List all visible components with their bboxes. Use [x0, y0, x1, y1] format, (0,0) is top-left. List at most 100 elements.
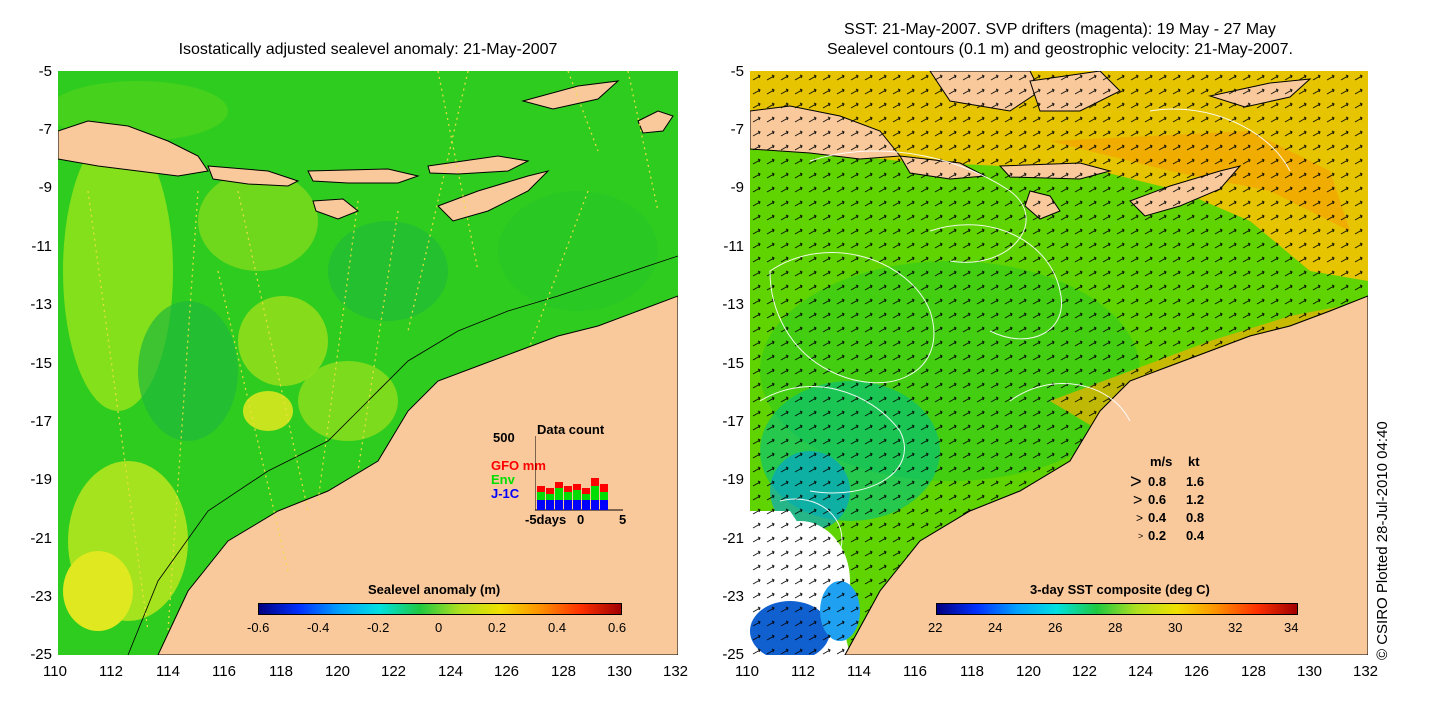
- y-tick-label: -25: [722, 646, 744, 663]
- x-tick-label: 132: [1353, 663, 1379, 680]
- plot-credit: © CSIRO Plotted 28-Jul-2010 04:40: [1374, 421, 1391, 660]
- x-tick-label: 128: [1241, 663, 1267, 680]
- x-tick-label: 122: [1072, 663, 1098, 680]
- right-map-title-line2: Sealevel contours (0.1 m) and geostrophi…: [826, 41, 1293, 58]
- x-tick-label: 124: [1128, 663, 1154, 680]
- colorbar-tick-label: 0: [435, 620, 443, 635]
- arrow-icon: >: [1133, 492, 1143, 509]
- legend-ms-value: 0.4: [1148, 510, 1167, 525]
- data-count-inset: Data count 500 GFO mm Env J-1C -5days 0 …: [485, 420, 645, 530]
- sealevel-colorbar: [258, 603, 622, 615]
- x-tick-label: 124: [438, 663, 464, 680]
- y-tick-label: -13: [30, 296, 52, 313]
- y-tick-label: -13: [722, 296, 744, 313]
- y-tick-label: -17: [30, 413, 52, 430]
- x-tick-label: 114: [156, 663, 180, 680]
- sst-colorbar-title: 3-day SST composite (deg C): [1030, 582, 1210, 597]
- sealevel-anomaly-map: [58, 71, 678, 655]
- x-tick-label: 130: [607, 663, 633, 680]
- colorbar-tick-label: 28: [1108, 620, 1123, 635]
- arrow-icon: >: [1136, 511, 1144, 525]
- inset-x-label: -5days: [525, 512, 567, 527]
- x-tick-label: 116: [903, 663, 927, 680]
- arrow-icon: >: [1130, 471, 1142, 493]
- y-tick-label: -17: [722, 413, 744, 430]
- y-tick-label: -25: [30, 646, 52, 663]
- sst-map: [750, 71, 1368, 655]
- right-x-axis: 110 112 114 116 118 120 122 124 126 128 …: [720, 664, 1420, 684]
- y-tick-label: -19: [30, 471, 52, 488]
- colorbar-tick-label: -0.2: [367, 620, 390, 635]
- right-map-title-line1: SST: 21-May-2007. SVP drifters (magenta)…: [844, 21, 1276, 38]
- legend-kt-value: 1.6: [1186, 474, 1205, 489]
- legend-kt-value: 1.2: [1186, 492, 1205, 507]
- y-tick-label: -5: [38, 63, 52, 80]
- x-tick-label: 110: [735, 663, 759, 680]
- y-tick-label: -21: [30, 530, 52, 547]
- y-tick-label: -7: [38, 121, 52, 138]
- x-tick-label: 122: [381, 663, 407, 680]
- legend-header-kt: kt: [1188, 454, 1200, 469]
- x-tick-label: 112: [99, 663, 123, 680]
- x-tick-label: 116: [212, 663, 236, 680]
- inset-bar-chart: [535, 436, 623, 511]
- y-tick-label: -7: [730, 121, 744, 138]
- left-y-axis: -5 -7 -9 -11 -13 -15 -17 -19 -21 -23 -25: [0, 0, 58, 720]
- colorbar-tick-label: 0.4: [548, 620, 567, 635]
- x-tick-label: 126: [1184, 663, 1210, 680]
- colorbar-tick-label: 0.2: [488, 620, 507, 635]
- x-tick-label: 132: [663, 663, 689, 680]
- x-tick-label: 110: [43, 663, 67, 680]
- y-tick-label: -15: [722, 355, 744, 372]
- sst-colorbar: [936, 603, 1298, 615]
- y-tick-label: -23: [30, 588, 52, 605]
- right-y-axis: -5 -7 -9 -11 -13 -15 -17 -19 -21 -23 -25: [690, 0, 750, 720]
- y-tick-label: -15: [30, 355, 52, 372]
- colorbar-tick-label: -0.6: [247, 620, 270, 635]
- y-tick-label: -5: [730, 63, 744, 80]
- x-tick-label: 128: [551, 663, 577, 680]
- inset-ymax-label: 500: [493, 430, 515, 445]
- colorbar-tick-label: 0.6: [608, 620, 627, 635]
- inset-series-label: Env: [491, 472, 515, 487]
- x-tick-label: 118: [960, 663, 984, 680]
- x-tick-label: 130: [1297, 663, 1323, 680]
- colorbar-tick-label: 30: [1168, 620, 1183, 635]
- left-x-axis: 110 112 114 116 118 120 122 124 126 128 …: [0, 664, 720, 684]
- y-tick-label: -19: [722, 471, 744, 488]
- x-tick-label: 118: [269, 663, 293, 680]
- legend-kt-value: 0.4: [1186, 528, 1205, 543]
- colorbar-tick-label: 32: [1228, 620, 1243, 635]
- inset-series-label: GFO mm: [491, 458, 546, 473]
- y-tick-label: -11: [31, 238, 52, 255]
- y-tick-label: -9: [730, 179, 744, 196]
- legend-ms-value: 0.8: [1148, 474, 1167, 489]
- legend-ms-value: 0.2: [1148, 528, 1167, 543]
- x-tick-label: 120: [325, 663, 351, 680]
- inset-x-label: 0: [577, 512, 585, 527]
- legend-kt-value: 0.8: [1186, 510, 1205, 525]
- colorbar-tick-label: 26: [1048, 620, 1063, 635]
- legend-header-ms: m/s: [1150, 454, 1173, 469]
- arrow-icon: >: [1138, 531, 1144, 541]
- inset-series-label: J-1C: [491, 486, 520, 501]
- y-tick-label: -9: [38, 179, 52, 196]
- velocity-legend: m/s kt > 0.8 1.6 > 0.6 1.2 > 0.4 0.8 > 0…: [1120, 452, 1230, 552]
- sealevel-colorbar-title: Sealevel anomaly (m): [368, 582, 501, 597]
- y-tick-label: -23: [722, 588, 744, 605]
- x-tick-label: 112: [791, 663, 815, 680]
- colorbar-tick-label: 24: [988, 620, 1003, 635]
- legend-ms-value: 0.6: [1148, 492, 1167, 507]
- left-map-title: Isostatically adjusted sealevel anomaly:…: [178, 41, 558, 58]
- x-tick-label: 126: [494, 663, 520, 680]
- x-tick-label: 114: [847, 663, 871, 680]
- colorbar-tick-label: 34: [1284, 620, 1299, 635]
- inset-bars: [537, 478, 608, 510]
- colorbar-tick-label: 22: [928, 620, 943, 635]
- y-tick-label: -11: [723, 238, 744, 255]
- colorbar-tick-label: -0.4: [307, 620, 330, 635]
- inset-x-label: 5: [619, 512, 627, 527]
- inset-title: Data count: [537, 422, 605, 437]
- y-tick-label: -21: [722, 530, 744, 547]
- x-tick-label: 120: [1016, 663, 1042, 680]
